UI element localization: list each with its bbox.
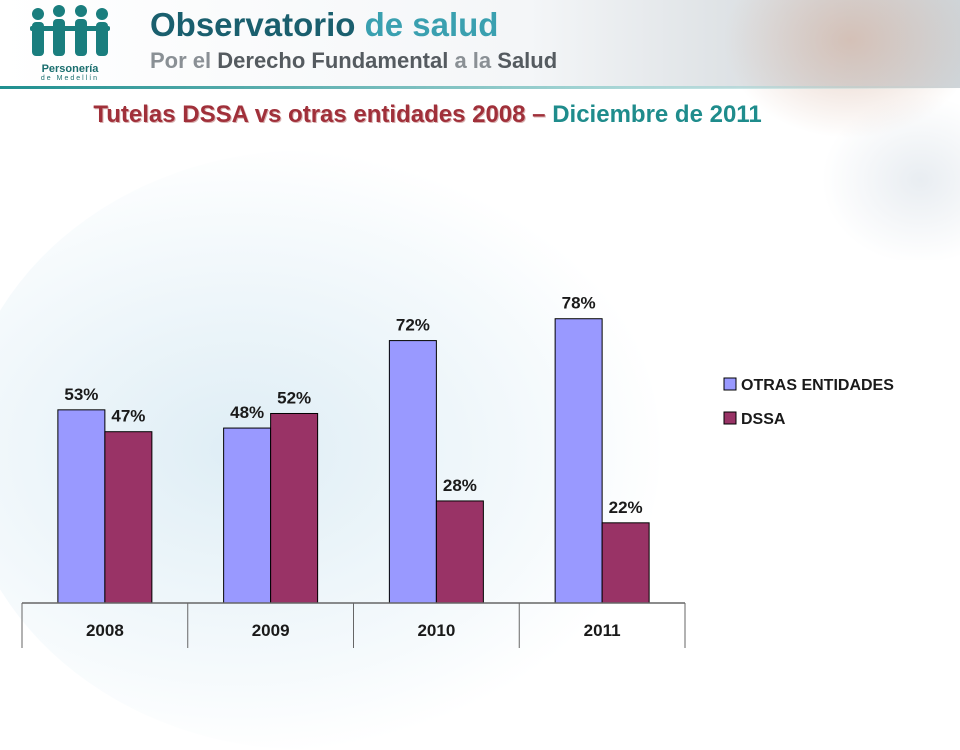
bar-dssa-2010 (435, 500, 484, 604)
brand-sub-3: a la (454, 48, 492, 73)
category-label-2008: 2008 (86, 621, 124, 640)
bar-otras-2010 (388, 340, 437, 604)
category-label-2011: 2011 (584, 621, 621, 640)
chart-bars: 53% 47% 48% 52% 72% 28% 78% 22% (57, 294, 650, 604)
bar-chart: 53% 47% 48% 52% 72% 28% 78% 22% 2008 2009 2010 201… (21, 294, 894, 648)
data-label-dssa-2009: 52% (277, 388, 311, 407)
logo-text: Personería (41, 63, 99, 75)
legend-swatch-otras (723, 377, 737, 391)
category-label-2010: 2010 (417, 621, 455, 640)
people-logo-icon (30, 5, 110, 56)
brand-subtitle: Por el Derecho Fundamental a la Salud (150, 48, 557, 74)
bar-otras-2009 (223, 427, 272, 604)
data-label-dssa-2010: 28% (443, 476, 477, 495)
chart-legend: OTRAS ENTIDADES DSSA (723, 377, 894, 428)
logo-subtext: de Medellín (40, 75, 100, 82)
category-label-2009: 2009 (252, 621, 290, 640)
brand-sub-2: Derecho Fundamental (217, 48, 449, 73)
legend-label-otras: OTRAS ENTIDADES (741, 377, 894, 394)
bar-dssa-2011 (601, 522, 650, 604)
data-label-otras-2011: 78% (562, 294, 596, 313)
bar-dssa-2008 (104, 431, 153, 604)
data-label-otras-2009: 48% (230, 403, 264, 422)
slide-title-light: Diciembre de 2011 (552, 101, 762, 128)
legend-swatch-dssa (723, 411, 737, 425)
data-label-dssa-2011: 22% (609, 498, 643, 517)
brand-title-light: de salud (364, 6, 499, 43)
legend-label-dssa: DSSA (741, 411, 786, 428)
bar-dssa-2009 (270, 412, 319, 604)
logo: Personería de Medellín (24, 2, 116, 82)
brand-title: Observatorio de salud (150, 6, 498, 44)
slide-title-dark: Tutelas DSSA vs otras entidades 2008 – (93, 101, 546, 128)
bar-otras-2011 (554, 318, 603, 604)
data-label-otras-2008: 53% (64, 385, 98, 404)
header-photo (630, 0, 960, 260)
brand-sub-4: Salud (497, 48, 558, 73)
header-divider (0, 86, 960, 89)
chart-axis: 2008 2009 2010 2011 (21, 602, 686, 648)
data-label-otras-2010: 72% (396, 316, 430, 335)
slide-title: Tutelas DSSA vs otras entidades 2008 – D… (0, 96, 855, 134)
data-label-dssa-2008: 47% (111, 407, 145, 426)
bar-otras-2008 (57, 409, 106, 604)
brand-sub-1: Por el (150, 48, 212, 73)
brand-title-strong: Observatorio (150, 6, 356, 43)
